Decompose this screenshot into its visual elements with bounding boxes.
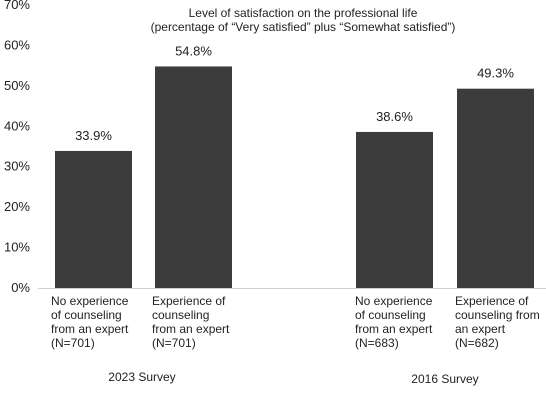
chart-title: Level of satisfaction on the professiona… <box>188 6 418 20</box>
group-label-2016: 2016 Survey <box>411 372 479 386</box>
category-label-3: No experience of counseling from an expe… <box>355 294 433 350</box>
data-label-3: 38.6% <box>376 109 413 124</box>
bar-1 <box>55 150 132 288</box>
y-tick-label: 20% <box>4 199 30 214</box>
category-label-1: No experience of counseling from an expe… <box>51 294 129 350</box>
y-tick-label: 50% <box>4 78 30 93</box>
y-tick-label: 40% <box>4 118 30 133</box>
data-label-1: 33.9% <box>75 128 112 143</box>
y-tick-label: 30% <box>4 159 30 174</box>
data-label-4: 49.3% <box>477 66 514 81</box>
y-tick-label: 60% <box>4 37 30 52</box>
bar-4 <box>457 88 534 289</box>
bar-3 <box>356 131 433 288</box>
bar-2 <box>155 66 232 288</box>
y-tick-label: 70% <box>4 0 30 12</box>
category-label-4: Experience of counseling from an expert … <box>455 294 540 350</box>
category-label-2: Experience of counseling from an expert … <box>152 294 230 350</box>
y-tick-label: 10% <box>4 240 30 255</box>
data-label-2: 54.8% <box>175 43 212 58</box>
y-tick-label: 0% <box>11 280 30 295</box>
group-label-2023: 2023 Survey <box>108 370 176 384</box>
chart-subtitle: (percentage of “Very satisfied” plus “So… <box>150 20 456 34</box>
